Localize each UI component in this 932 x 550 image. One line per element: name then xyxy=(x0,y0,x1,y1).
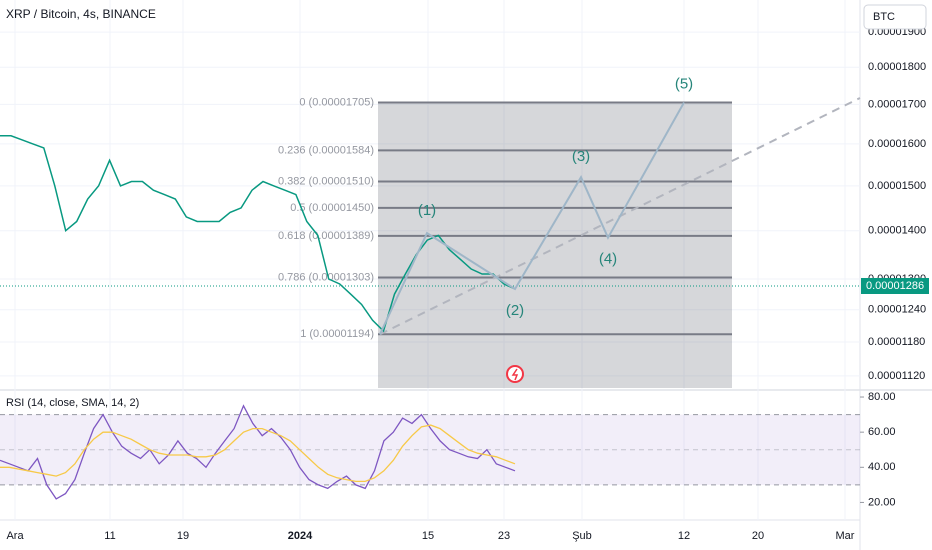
rsi-tick-label: 80.00 xyxy=(868,391,896,403)
event-icon-bolt xyxy=(511,368,519,381)
wave-label: (3) xyxy=(572,148,590,165)
time-label: 12 xyxy=(678,530,690,542)
price-line xyxy=(0,135,516,333)
wave-label: (1) xyxy=(418,202,436,219)
rsi-tick-label: 40.00 xyxy=(868,461,896,473)
fib-label: 0.236 (0.00001584) xyxy=(278,144,374,156)
fib-box xyxy=(378,102,732,388)
time-label: 11 xyxy=(104,530,115,542)
price-tick-label: 0.00001800 xyxy=(868,61,926,73)
time-label: 19 xyxy=(177,530,189,542)
rsi-line xyxy=(0,404,516,500)
fib-label: 0.618 (0.00001389) xyxy=(278,230,374,242)
rsi-title: RSI (14, close, SMA, 14, 2) xyxy=(6,397,139,409)
fib-label: 1 (0.00001194) xyxy=(300,328,374,340)
fib-label: 0.382 (0.00001510) xyxy=(278,175,374,187)
event-icon[interactable] xyxy=(506,365,524,383)
wave-label: (2) xyxy=(506,302,524,319)
price-tick-label: 0.00001700 xyxy=(868,98,926,110)
time-label: 15 xyxy=(422,530,434,542)
price-tick-label: 0.00001400 xyxy=(868,225,926,237)
currency-button-label[interactable]: BTC xyxy=(873,11,895,23)
wave-label: (4) xyxy=(599,251,617,268)
rsi-tick-label: 60.00 xyxy=(868,426,896,438)
wave-path xyxy=(379,102,685,335)
currency-button[interactable] xyxy=(863,4,927,30)
rsi-tick-label: 20.00 xyxy=(868,496,896,508)
price-tick-label: 0.00001180 xyxy=(868,336,925,348)
symbol-title: XRP / Bitcoin, 4s, BINANCE xyxy=(6,7,156,21)
time-label: Ara xyxy=(6,530,24,542)
current-price-label: 0.00001286 xyxy=(866,280,924,292)
fib-label: 0.786 (0.00001303) xyxy=(278,271,374,283)
wave-label: (5) xyxy=(675,75,693,92)
price-tick-label: 0.00001240 xyxy=(868,304,926,316)
time-label: 23 xyxy=(498,530,510,542)
sma-line xyxy=(0,424,516,483)
fib-label: 0.5 (0.00001450) xyxy=(290,202,374,214)
time-label: 20 xyxy=(752,530,764,542)
fib-label: 0 (0.00001705) xyxy=(299,96,374,108)
time-label: 2024 xyxy=(288,530,313,542)
price-tick-label: 0.00001120 xyxy=(868,370,925,382)
time-label: Şub xyxy=(572,530,592,542)
price-tick-label: 0.00001600 xyxy=(868,138,926,150)
price-tick-label: 0.00001500 xyxy=(868,180,926,192)
current-price-box xyxy=(861,277,929,294)
rsi-band-fill xyxy=(0,414,860,485)
time-label: Mar xyxy=(836,530,855,542)
